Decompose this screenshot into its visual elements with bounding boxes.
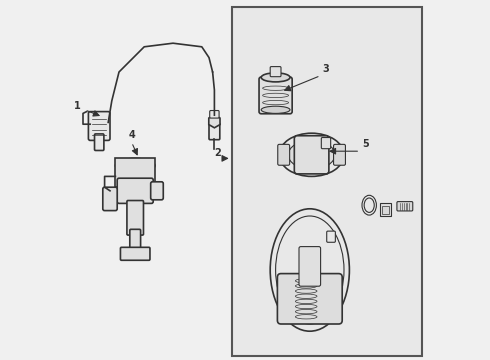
FancyBboxPatch shape bbox=[127, 201, 144, 235]
FancyBboxPatch shape bbox=[232, 7, 422, 356]
FancyBboxPatch shape bbox=[334, 144, 345, 165]
FancyBboxPatch shape bbox=[130, 229, 141, 249]
FancyBboxPatch shape bbox=[117, 178, 153, 203]
FancyBboxPatch shape bbox=[121, 247, 150, 260]
Ellipse shape bbox=[261, 106, 290, 113]
FancyBboxPatch shape bbox=[299, 247, 320, 286]
FancyBboxPatch shape bbox=[270, 67, 281, 77]
FancyBboxPatch shape bbox=[151, 182, 163, 200]
Ellipse shape bbox=[261, 73, 290, 82]
FancyBboxPatch shape bbox=[210, 111, 219, 118]
Ellipse shape bbox=[364, 198, 374, 212]
Text: 2: 2 bbox=[215, 148, 221, 158]
FancyBboxPatch shape bbox=[277, 274, 342, 324]
FancyBboxPatch shape bbox=[88, 112, 110, 140]
FancyBboxPatch shape bbox=[397, 202, 413, 211]
Ellipse shape bbox=[288, 140, 335, 169]
FancyBboxPatch shape bbox=[321, 138, 331, 149]
Ellipse shape bbox=[116, 158, 155, 173]
FancyBboxPatch shape bbox=[294, 136, 329, 174]
Text: 1: 1 bbox=[74, 101, 80, 111]
FancyBboxPatch shape bbox=[116, 158, 155, 187]
Text: 3: 3 bbox=[322, 64, 329, 74]
Bar bbox=[380, 203, 391, 216]
Text: 4: 4 bbox=[128, 130, 135, 140]
FancyBboxPatch shape bbox=[259, 77, 292, 114]
Bar bbox=[382, 206, 389, 214]
FancyBboxPatch shape bbox=[278, 144, 290, 165]
FancyBboxPatch shape bbox=[327, 231, 335, 242]
FancyBboxPatch shape bbox=[95, 134, 104, 150]
FancyBboxPatch shape bbox=[209, 123, 220, 140]
FancyBboxPatch shape bbox=[103, 187, 117, 211]
Text: 5: 5 bbox=[362, 139, 369, 149]
